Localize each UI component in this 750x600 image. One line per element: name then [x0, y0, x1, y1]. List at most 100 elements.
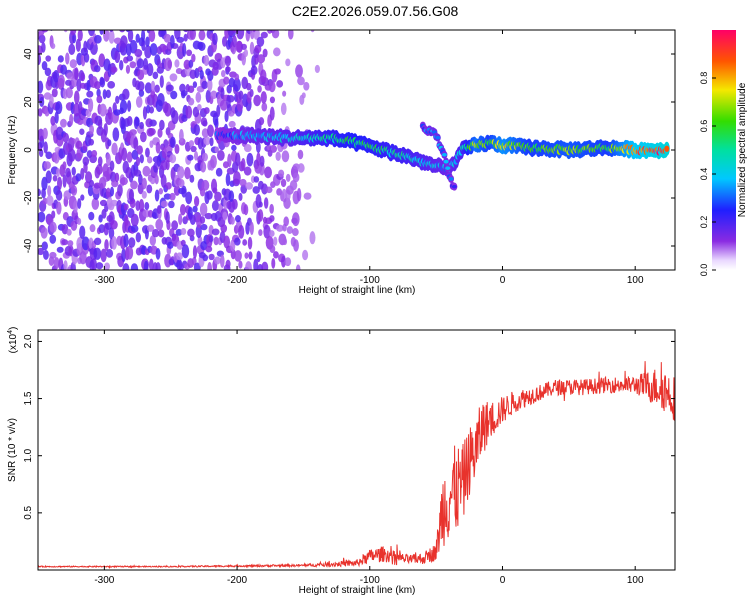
spectrogram-cell	[141, 38, 146, 52]
snr-scale-note: (x104)	[7, 327, 19, 354]
spectrogram-cell	[269, 203, 274, 214]
spectrogram-cell	[166, 84, 174, 92]
spectrogram-cell	[145, 36, 150, 47]
spectrogram-cell	[295, 264, 301, 270]
spectrogram-cell	[310, 30, 315, 33]
snr-y-tick-label: 0.5	[23, 505, 34, 519]
spectrogram-x-tick-label: 0	[500, 275, 506, 286]
spectrogram-cell	[111, 236, 118, 250]
spectrogram-cell	[233, 171, 241, 185]
spectrogram-cell	[297, 149, 304, 160]
spectrogram-cell	[45, 151, 53, 160]
spectrogram-cell	[62, 174, 67, 188]
spectrogram-cell	[180, 90, 188, 97]
snr-x-tick-label: -200	[227, 575, 247, 586]
spectrogram-cell	[69, 59, 77, 69]
spectrogram-cell	[154, 84, 160, 93]
spectrogram-cell	[224, 110, 229, 123]
spectrogram-cell	[105, 89, 112, 99]
spectrogram-cell	[107, 80, 116, 89]
spectrogram-cell	[189, 174, 195, 183]
spectrogram-cell	[63, 30, 68, 33]
spectrogram-cell	[143, 260, 149, 270]
spectrogram-cell	[122, 14, 127, 28]
spectrogram-cell	[193, 124, 200, 136]
spectrogram-cell	[214, 118, 219, 129]
spectrogram-track-core	[448, 177, 454, 181]
spectrogram-cell	[41, 60, 48, 71]
spectrogram-cell	[258, 117, 265, 126]
spectrogram-cell	[201, 152, 208, 162]
spectrogram-cell	[183, 59, 191, 70]
spectrogram-cell	[246, 152, 254, 167]
spectrogram-cell	[227, 94, 235, 103]
spectrogram-cell	[91, 149, 98, 158]
spectrogram-cell	[303, 192, 312, 200]
spectrogram-cell	[211, 21, 216, 29]
spectrogram-cell	[80, 194, 85, 201]
spectrogram-cell	[163, 33, 172, 43]
spectrogram-cell	[89, 179, 95, 188]
colorbar-gradient	[712, 30, 736, 270]
spectrogram-cell	[234, 250, 242, 262]
spectrogram-cell	[63, 190, 72, 201]
spectrogram-cell	[281, 150, 290, 163]
spectrogram-cell	[250, 17, 255, 28]
spectrogram-cell	[201, 179, 210, 191]
spectrogram-cell	[129, 129, 137, 136]
spectrogram-cell	[173, 184, 181, 196]
spectrogram-cell	[187, 97, 195, 106]
spectrogram-cell	[220, 69, 226, 78]
spectrogram-cell	[292, 172, 300, 183]
spectrogram-cell	[146, 63, 154, 77]
spectrogram-cell	[257, 54, 266, 64]
spectrogram-cell	[76, 217, 82, 225]
spectrogram-y-tick-label: -40	[23, 238, 34, 253]
spectrogram-cell	[256, 36, 265, 47]
spectrogram-cell	[225, 259, 231, 269]
spectrogram-cell	[73, 199, 78, 214]
spectrogram-cell	[263, 197, 269, 209]
spectrogram-x-label: Height of straight line (km)	[299, 285, 416, 296]
spectrogram-cell	[249, 30, 255, 40]
spectrogram-cell	[65, 87, 73, 99]
spectrogram-cell	[67, 148, 76, 162]
spectrogram-cell	[151, 229, 160, 238]
spectrogram-cell	[285, 58, 291, 67]
spectrogram-cell	[141, 191, 147, 199]
spectrogram-cell	[260, 91, 267, 104]
spectrogram-cell	[179, 204, 186, 216]
spectrogram-cell	[72, 33, 77, 44]
spectrogram-cell	[87, 185, 94, 197]
spectrogram-cell	[110, 220, 118, 230]
colorbar-tick-label: 0.8	[699, 72, 709, 85]
spectrogram-cell	[130, 263, 139, 270]
spectrogram-cell	[88, 30, 95, 37]
spectrogram-cell	[130, 22, 135, 28]
spectrogram-cell	[155, 262, 161, 270]
spectrogram-cell	[207, 124, 214, 138]
spectrogram-cell	[169, 73, 178, 82]
spectrogram-cell	[280, 102, 287, 115]
spectrogram-image	[38, 14, 670, 270]
spectrogram-cell	[123, 233, 129, 248]
spectrogram-cell	[228, 120, 236, 128]
spectrogram-cell	[76, 78, 82, 92]
spectrogram-cell	[140, 131, 147, 143]
spectrogram-cell	[268, 81, 276, 93]
spectrogram-cell	[130, 180, 138, 190]
spectrogram-cell	[99, 30, 104, 35]
spectrogram-cell	[55, 126, 64, 141]
spectrogram-cell	[128, 16, 132, 24]
spectrogram-cell	[200, 223, 208, 231]
spectrogram-cell	[240, 158, 246, 171]
spectrogram-track-core	[441, 152, 447, 157]
spectrogram-cell	[273, 47, 281, 57]
spectrogram-cell	[136, 145, 143, 155]
colorbar-ticks: 0.0 0.2 0.4 0.6 0.8	[699, 72, 716, 276]
snr-y-tick-label: 2.0	[23, 334, 34, 348]
spectrogram-cell	[158, 188, 164, 195]
spectrogram-cell	[261, 261, 269, 270]
spectrogram-cell	[50, 43, 56, 50]
spectrogram-cell	[263, 224, 271, 239]
